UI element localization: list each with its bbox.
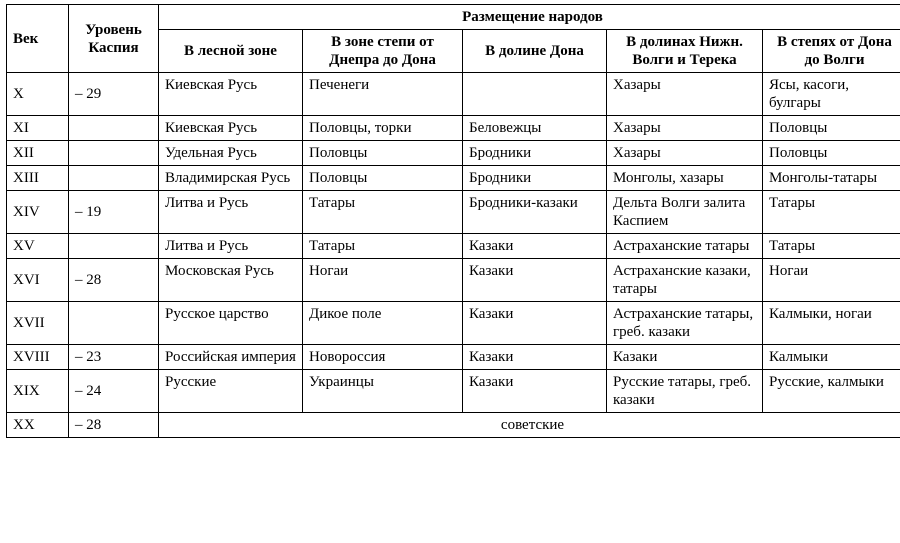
cell-steppe-dnepr: Половцы	[303, 166, 463, 191]
cell-level	[69, 141, 159, 166]
cell-volga: Астраханские казаки, татары	[607, 259, 763, 302]
table-row: XVI– 28Московская РусьНогаиКазакиАстраха…	[7, 259, 900, 302]
cell-merged-peoples: советские	[159, 413, 900, 438]
cell-steppe-dnepr: Половцы, торки	[303, 116, 463, 141]
col-header-volga-terek: В долинах Нижн. Волги и Терека	[607, 30, 763, 73]
col-header-century: Век	[7, 5, 69, 73]
table-header: Век Уровень Каспия Размещение народов В …	[7, 5, 900, 73]
cell-forest: Русское царство	[159, 302, 303, 345]
col-header-forest: В лесной зоне	[159, 30, 303, 73]
cell-forest: Литва и Русь	[159, 234, 303, 259]
peoples-table: Век Уровень Каспия Размещение народов В …	[6, 4, 900, 438]
cell-steppe-dnepr: Татары	[303, 191, 463, 234]
cell-forest: Литва и Русь	[159, 191, 303, 234]
cell-don: Беловежцы	[463, 116, 607, 141]
cell-don: Бродники-каза­ки	[463, 191, 607, 234]
cell-don: Казаки	[463, 370, 607, 413]
cell-level: – 24	[69, 370, 159, 413]
col-header-steppe-don: В степях от Дона до Волги	[763, 30, 900, 73]
cell-steppe-dnepr: Печенеги	[303, 73, 463, 116]
table-row: XVII Русское царствоДикое полеКазакиАстра…	[7, 302, 900, 345]
table-body: X– 29Киевская РусьПеченеги ХазарыЯсы, кас…	[7, 73, 900, 438]
table-row: XIIIВладимирская РусьПоловцыБродникиМонг…	[7, 166, 900, 191]
col-header-don-valley: В долине Дона	[463, 30, 607, 73]
cell-century: XV	[7, 234, 69, 259]
cell-don: Бродники	[463, 166, 607, 191]
cell-forest: Удельная Русь	[159, 141, 303, 166]
cell-steppe-don: Ногаи	[763, 259, 900, 302]
cell-don: Казаки	[463, 345, 607, 370]
table-row: XIV– 19Литва и РусьТатарыБродники-каза­к…	[7, 191, 900, 234]
cell-volga: Русские татары, греб. казаки	[607, 370, 763, 413]
cell-century: XII	[7, 141, 69, 166]
cell-don	[463, 73, 607, 116]
cell-forest: Российская им­перия	[159, 345, 303, 370]
cell-level: – 28	[69, 413, 159, 438]
cell-level	[69, 234, 159, 259]
cell-century: XX	[7, 413, 69, 438]
cell-level	[69, 116, 159, 141]
cell-forest: Владимирская Русь	[159, 166, 303, 191]
cell-century: XIX	[7, 370, 69, 413]
cell-century: XVII	[7, 302, 69, 345]
col-header-steppe-dnepr: В зоне степи от Днепра до Дона	[303, 30, 463, 73]
cell-volga: Астраханские татары	[607, 234, 763, 259]
cell-forest: Киевская Русь	[159, 73, 303, 116]
cell-steppe-dnepr: Украинцы	[303, 370, 463, 413]
cell-steppe-don: Калмыки	[763, 345, 900, 370]
col-header-group: Размещение народов	[159, 5, 900, 30]
table-row: XVIII– 23Российская им­перияНовороссияКа…	[7, 345, 900, 370]
cell-steppe-don: Монголы-татары	[763, 166, 900, 191]
cell-steppe-don: Русские, кал­мыки	[763, 370, 900, 413]
cell-volga: Хазары	[607, 116, 763, 141]
cell-century: XIII	[7, 166, 69, 191]
cell-forest: Московская Русь	[159, 259, 303, 302]
cell-forest: Киевская Русь	[159, 116, 303, 141]
cell-don: Казаки	[463, 234, 607, 259]
cell-volga: Монголы, хаза­ры	[607, 166, 763, 191]
cell-don: Казаки	[463, 259, 607, 302]
cell-steppe-dnepr: Дикое поле	[303, 302, 463, 345]
cell-steppe-dnepr: Половцы	[303, 141, 463, 166]
cell-don: Бродники	[463, 141, 607, 166]
cell-steppe-don: Татары	[763, 191, 900, 234]
cell-steppe-don: Половцы	[763, 116, 900, 141]
cell-level	[69, 166, 159, 191]
cell-level: – 23	[69, 345, 159, 370]
cell-level	[69, 302, 159, 345]
cell-volga: Казаки	[607, 345, 763, 370]
cell-century: XIV	[7, 191, 69, 234]
cell-steppe-dnepr: Новороссия	[303, 345, 463, 370]
cell-level: – 28	[69, 259, 159, 302]
cell-steppe-don: Татары	[763, 234, 900, 259]
table-row: XVЛитва и РусьТатарыКазакиАстраханские т…	[7, 234, 900, 259]
cell-century: XVIII	[7, 345, 69, 370]
cell-forest: Русские	[159, 370, 303, 413]
cell-volga: Астраханские татары, греб. ка­заки	[607, 302, 763, 345]
cell-century: XVI	[7, 259, 69, 302]
table-row-last: XX– 28советские	[7, 413, 900, 438]
cell-don: Казаки	[463, 302, 607, 345]
header-row-1: Век Уровень Каспия Размещение народов	[7, 5, 900, 30]
cell-century: XI	[7, 116, 69, 141]
cell-volga: Хазары	[607, 141, 763, 166]
cell-volga: Дельта Волги залита Каспием	[607, 191, 763, 234]
table-row: X– 29Киевская РусьПеченеги ХазарыЯсы, кас…	[7, 73, 900, 116]
table-row: XIX– 24РусскиеУкраинцыКазакиРусские тата…	[7, 370, 900, 413]
cell-steppe-don: Половцы	[763, 141, 900, 166]
cell-century: X	[7, 73, 69, 116]
cell-steppe-don: Ясы, касоги, булгары	[763, 73, 900, 116]
cell-volga: Хазары	[607, 73, 763, 116]
cell-steppe-dnepr: Ногаи	[303, 259, 463, 302]
cell-level: – 29	[69, 73, 159, 116]
col-header-kaspiy: Уровень Каспия	[69, 5, 159, 73]
cell-level: – 19	[69, 191, 159, 234]
cell-steppe-dnepr: Татары	[303, 234, 463, 259]
table-row: XI Киевская РусьПоловцы, торкиБеловежцыХа…	[7, 116, 900, 141]
cell-steppe-don: Калмыки, ногаи	[763, 302, 900, 345]
page: Век Уровень Каспия Размещение народов В …	[0, 0, 900, 543]
table-row: XIIУдельная РусьПоловцыБродникиХазарыПол…	[7, 141, 900, 166]
